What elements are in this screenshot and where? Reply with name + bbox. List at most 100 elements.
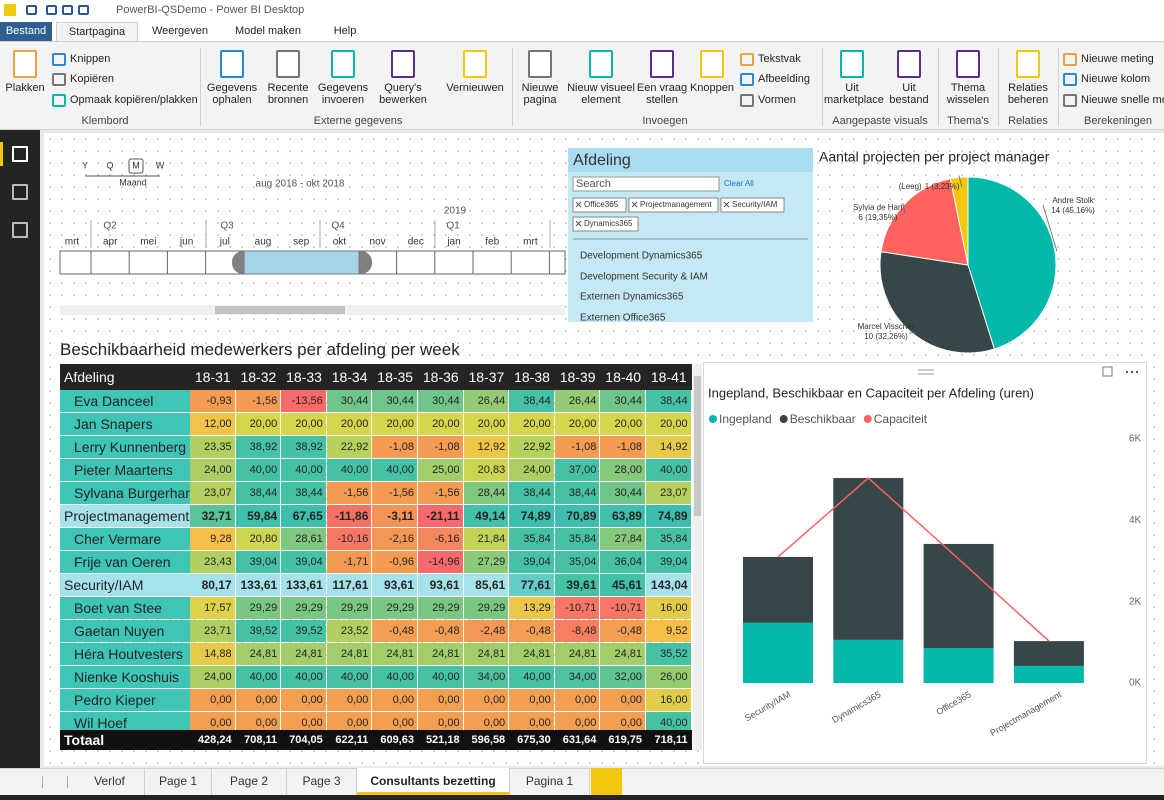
table-cell: 93,61 bbox=[418, 574, 463, 596]
ribbon-button[interactable]: Gegevens ophalen bbox=[206, 82, 258, 106]
table-cell: -14,96 bbox=[418, 551, 463, 573]
page-tab[interactable]: Pagina 1 bbox=[510, 768, 590, 795]
ribbon-tab[interactable]: Model maken bbox=[234, 25, 302, 37]
ribbon-tab[interactable]: Help bbox=[333, 25, 357, 37]
table-cell: 74,89 bbox=[646, 505, 691, 527]
legend-label: Capaciteit bbox=[874, 412, 928, 426]
page-tab[interactable]: Page 3 bbox=[287, 768, 357, 795]
nav-icon[interactable] bbox=[12, 146, 28, 162]
ribbon-button[interactable]: Relaties beheren bbox=[1007, 82, 1049, 106]
legend-label: Beschikbaar bbox=[790, 412, 856, 426]
table-cell: 36,04 bbox=[600, 551, 645, 573]
table-cell: 133,61 bbox=[235, 574, 281, 596]
table-cell: 0,00 bbox=[418, 689, 463, 711]
ribbon-button[interactable]: Thema wisselen bbox=[946, 82, 990, 106]
ribbon-button-icon bbox=[52, 94, 66, 107]
table-cell: 39,61 bbox=[554, 574, 600, 596]
ribbon-tab[interactable]: Weergeven bbox=[151, 25, 209, 37]
quick-access-icon[interactable] bbox=[26, 5, 37, 15]
table-cell: 63,89 bbox=[600, 505, 645, 527]
quick-access-icon[interactable] bbox=[46, 5, 57, 15]
ribbon-button[interactable]: Nieuw visueel element bbox=[567, 82, 635, 106]
ribbon-button[interactable]: Plakken bbox=[5, 82, 45, 94]
ribbon-button[interactable]: Een vraag stellen bbox=[636, 82, 688, 106]
pie-category-label: Sylvia de Hart bbox=[853, 203, 904, 212]
ribbon-button[interactable]: Nieuwe pagina bbox=[521, 82, 559, 106]
y-tick-label: 4K bbox=[1129, 515, 1142, 526]
table-cell: 40,00 bbox=[509, 666, 554, 688]
timeline-month: jul bbox=[219, 237, 230, 248]
column-header: 18-32 bbox=[240, 369, 277, 385]
ribbon-button[interactable]: Recente bronnen bbox=[267, 82, 309, 106]
ribbon-button[interactable]: Nieuwe kolom bbox=[1081, 73, 1151, 85]
bar-chart-title: Ingepland, Beschikbaar en Capaciteit per… bbox=[708, 385, 1034, 400]
ribbon-button-icon bbox=[589, 50, 613, 78]
pie-value-label: 6 (19,35%) bbox=[858, 213, 897, 222]
ribbon-button[interactable]: Nieuwe snelle meting bbox=[1081, 94, 1164, 106]
granularity-option: M bbox=[132, 160, 140, 170]
table-cell: -1,08 bbox=[418, 436, 463, 458]
column-header: 18-34 bbox=[331, 369, 368, 385]
ribbon-button[interactable]: Opmaak kopiëren/plakken bbox=[70, 94, 198, 106]
ribbon-button[interactable]: Knoppen bbox=[689, 82, 735, 94]
ribbon-button[interactable]: Query's bewerken bbox=[379, 82, 427, 106]
column-header: 18-40 bbox=[605, 369, 642, 385]
table-cell: 0,00 bbox=[463, 712, 509, 730]
table-cell: 39,52 bbox=[235, 620, 281, 642]
timeline-month: apr bbox=[103, 237, 118, 248]
page-tab[interactable]: Verlof bbox=[75, 768, 145, 795]
page-tab[interactable]: Page 1 bbox=[145, 768, 212, 795]
table-cell: -1,71 bbox=[326, 551, 372, 573]
table-cell: 35,84 bbox=[554, 528, 600, 550]
table-cell: -13,56 bbox=[281, 390, 326, 412]
ribbon-button-icon bbox=[740, 94, 754, 107]
table-cell: 38,44 bbox=[281, 482, 326, 504]
table-cell: 39,04 bbox=[509, 551, 554, 573]
total-cell: 428,24 bbox=[197, 734, 232, 746]
timeline-month: jan bbox=[446, 237, 460, 248]
add-page-button[interactable] bbox=[591, 768, 622, 795]
table-cell: -0,48 bbox=[418, 620, 463, 642]
quick-access-icon[interactable] bbox=[78, 5, 89, 15]
page-tab[interactable]: Page 2 bbox=[212, 768, 287, 795]
table-cell: 35,84 bbox=[646, 528, 691, 550]
table-cell: 20,80 bbox=[235, 528, 281, 550]
y-tick-label: 6K bbox=[1129, 434, 1142, 445]
ribbon-tab[interactable]: Startpagina bbox=[56, 22, 138, 42]
ribbon-button[interactable]: Uit marketplace bbox=[824, 82, 884, 106]
ribbon-button[interactable]: Afbeelding bbox=[758, 73, 810, 85]
table-cell: 26,44 bbox=[463, 390, 509, 412]
table-cell: 45,61 bbox=[600, 574, 645, 596]
table-cell: 32,71 bbox=[190, 505, 235, 527]
ribbon-button[interactable]: Nieuwe meting bbox=[1081, 53, 1154, 65]
ribbon-button[interactable]: Gegevens invoeren bbox=[317, 82, 369, 106]
table-cell: 39,04 bbox=[281, 551, 326, 573]
table-cell: 40,00 bbox=[281, 459, 326, 481]
table-cell: 40,00 bbox=[646, 712, 691, 730]
nav-icon[interactable] bbox=[12, 222, 28, 238]
page-tab[interactable]: Consultants bezetting bbox=[357, 768, 510, 795]
ribbon-button[interactable]: Knippen bbox=[70, 53, 111, 65]
table-cell: 40,00 bbox=[418, 666, 463, 688]
table-cell: 0,00 bbox=[235, 689, 281, 711]
table-cell: -1,08 bbox=[554, 436, 600, 458]
table-cell: 20,00 bbox=[326, 413, 372, 435]
table-cell: -1,56 bbox=[372, 482, 417, 504]
table-cell: 24,00 bbox=[509, 459, 554, 481]
ribbon-button[interactable]: Tekstvak bbox=[758, 53, 801, 65]
nav-icon[interactable] bbox=[12, 184, 28, 200]
quick-access-icon[interactable] bbox=[62, 5, 73, 15]
ribbon-tab[interactable]: Bestand bbox=[0, 22, 52, 42]
table-cell: -21,11 bbox=[418, 505, 463, 527]
legend-marker bbox=[863, 415, 872, 423]
ribbon: Plakken Knippen Kopiëren Opmaak kopiëren/pl… bbox=[0, 41, 1164, 130]
ribbon-button[interactable]: Vernieuwen bbox=[446, 82, 504, 94]
ribbon-button[interactable]: Uit bestand bbox=[889, 82, 929, 106]
ribbon-button-icon bbox=[1063, 94, 1077, 107]
ribbon-button[interactable]: Kopiëren bbox=[70, 73, 115, 85]
timeline-selection bbox=[243, 250, 360, 275]
ribbon-button[interactable]: Vormen bbox=[758, 94, 796, 106]
timeline-quarter: Q1 bbox=[446, 221, 460, 232]
table-cell: 23,07 bbox=[190, 482, 235, 504]
page-nav-arrows[interactable] bbox=[42, 776, 68, 788]
